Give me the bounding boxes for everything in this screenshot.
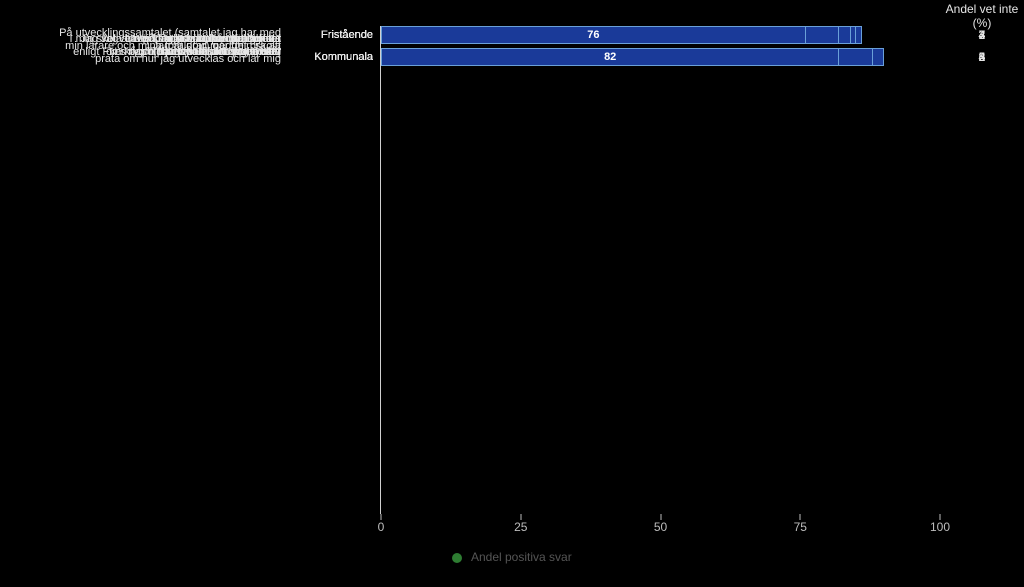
subgroup-label: Fristående: [293, 26, 373, 44]
legend-dot-icon: [452, 553, 462, 563]
legend: Andel positiva svar: [0, 550, 1024, 570]
x-tick-label: 0: [378, 520, 385, 534]
question-label: Jag är nöjd med de kulturupplevelser som…: [1, 26, 281, 66]
plot-area: 0255075100Jag vet vem på skolan jag kan …: [380, 26, 940, 514]
x-tick-label: 50: [654, 520, 667, 534]
legend-label: Andel positiva svar: [471, 550, 572, 564]
question-group: Jag är nöjd med de kulturupplevelser som…: [381, 26, 940, 66]
bar-row: Kommunala825: [381, 48, 940, 66]
x-tick-label: 25: [514, 520, 527, 534]
subgroup-label: Kommunala: [293, 48, 373, 66]
vetinte-value: 5: [962, 48, 1002, 66]
survey-bar-chart: Andel vet inte (%) 0255075100Jag vet vem…: [0, 0, 1024, 570]
x-tick-label: 75: [794, 520, 807, 534]
bar-row: Fristående764: [381, 26, 940, 44]
x-tick-label: 100: [930, 520, 950, 534]
vetinte-value: 4: [962, 26, 1002, 44]
bar-value-label: 76: [381, 26, 806, 44]
bar-value-label: 82: [381, 48, 839, 66]
